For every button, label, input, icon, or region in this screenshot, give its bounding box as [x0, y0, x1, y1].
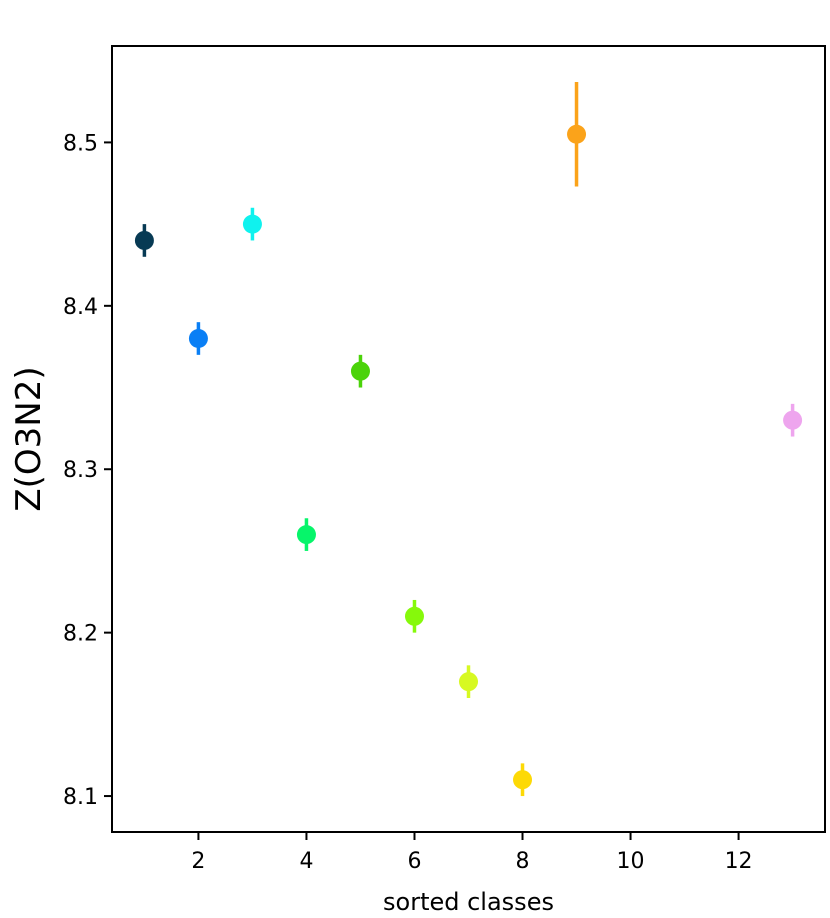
data-points [134, 81, 803, 797]
data-point [188, 329, 208, 349]
x-tick-label: 10 [617, 849, 645, 874]
y-tick-label: 8.1 [63, 785, 98, 810]
y-tick-label: 8.5 [63, 131, 98, 156]
data-point [513, 770, 533, 790]
plot-frame [111, 45, 826, 833]
axis-ticks: 2 4 6 8 10 12 8.1 8.2 8.3 8.4 8.5 [63, 131, 753, 874]
data-point [350, 361, 370, 381]
data-point [404, 606, 424, 626]
data-point [296, 525, 316, 545]
x-tick-label: 4 [299, 849, 313, 874]
x-axis-label: sorted classes [383, 888, 554, 916]
y-axis-label: Z(O3N2) [9, 366, 49, 511]
data-point [134, 230, 154, 250]
data-point [459, 672, 478, 692]
x-tick-label: 8 [516, 849, 530, 874]
data-point [242, 214, 262, 234]
y-tick-label: 8.3 [63, 458, 98, 483]
y-tick-label: 8.4 [63, 295, 98, 320]
x-tick-label: 12 [725, 849, 753, 874]
data-point [783, 410, 803, 430]
data-point [567, 124, 587, 144]
x-tick-label: 2 [191, 849, 205, 874]
y-tick-label: 8.2 [63, 622, 98, 647]
x-tick-label: 6 [407, 849, 421, 874]
